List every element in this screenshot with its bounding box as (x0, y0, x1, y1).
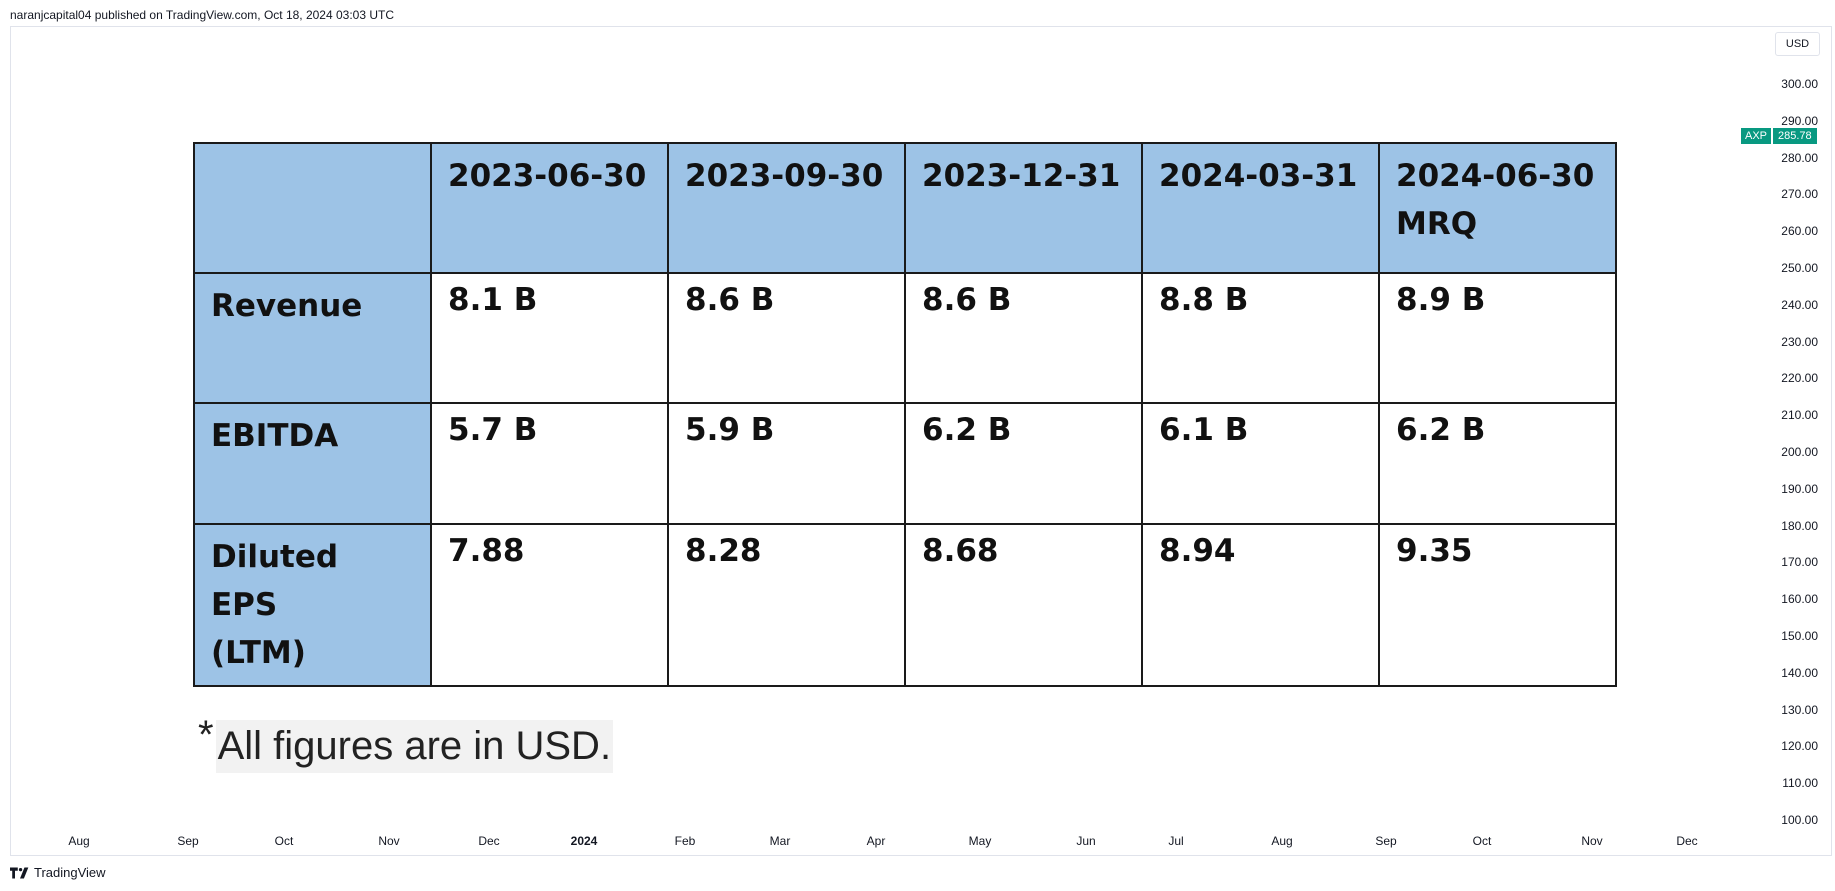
price-tick-label: 240.00 (1781, 297, 1818, 312)
time-tick-label: Aug (1271, 834, 1293, 848)
table-cell: 5.9 B (667, 402, 906, 525)
price-tick-label: 120.00 (1781, 739, 1818, 754)
footnote-star: * (198, 713, 214, 757)
row-label-text: Revenue (211, 288, 363, 324)
time-tick-label: Apr (866, 834, 886, 848)
price-tick-label: 200.00 (1781, 445, 1818, 459)
table-row: Diluted EPS (LTM) 7.88 8.28 8.68 8.94 9.… (193, 523, 1617, 687)
table-cell: 8.6 B (904, 272, 1143, 404)
time-tick-label: Nov (1581, 834, 1603, 848)
header-mrq: MRQ (1396, 206, 1478, 242)
table-cell: 9.35 (1378, 523, 1617, 687)
price-tick-label: 170.00 (1781, 555, 1818, 570)
price-tick-label: 180.00 (1781, 518, 1818, 533)
row-label-revenue: Revenue (193, 272, 432, 404)
price-tick-label: 150.00 (1781, 629, 1818, 643)
price-tick-label: 130.00 (1781, 702, 1818, 717)
last-price-label: AXP 285.78 (1741, 128, 1817, 144)
time-tick-label: Feb (674, 834, 696, 848)
table-cell: 8.6 B (667, 272, 906, 404)
price-tick-label: 220.00 (1781, 371, 1818, 386)
time-tick-label: Mar (769, 834, 791, 848)
footnote: * All figures are in USD. (198, 713, 614, 773)
tradingview-logo-icon (10, 866, 29, 879)
table-row: Revenue 8.1 B 8.6 B 8.6 B 8.8 B 8.9 B (193, 272, 1617, 404)
time-tick-label: Dec (478, 834, 500, 848)
header-date: 2024-03-31 (1159, 158, 1358, 194)
price-tick-label: 260.00 (1781, 224, 1818, 239)
table-cell: 6.2 B (1378, 402, 1617, 525)
table-cell: 8.8 B (1141, 272, 1380, 404)
financials-table: 2023-06-30 2023-09-30 2023-12-31 2024-03… (193, 142, 1617, 687)
table-cell: 8.1 B (430, 272, 669, 404)
table-header-cell: 2024-06-30 MRQ (1378, 142, 1617, 274)
table-cell: 6.2 B (904, 402, 1143, 525)
table-row: EBITDA 5.7 B 5.9 B 6.2 B 6.1 B 6.2 B (193, 402, 1617, 525)
header-date: 2023-12-31 (922, 158, 1121, 194)
time-tick-label: Sep (177, 834, 199, 848)
price-tick-label: 300.00 (1781, 77, 1818, 91)
table-header-cell: 2023-09-30 (667, 142, 906, 274)
price-tick-label: 230.00 (1781, 334, 1818, 349)
header-date: 2023-06-30 (448, 158, 647, 194)
time-tick-label: Jun (1076, 834, 1096, 848)
brand-name: TradingView (34, 865, 106, 880)
table-cell: 8.68 (904, 523, 1143, 687)
price-tick-label: 270.00 (1781, 187, 1818, 202)
price-tick-label: 160.00 (1781, 592, 1818, 607)
row-label-text: EBITDA (211, 418, 339, 454)
price-tick-label: 100.00 (1781, 813, 1818, 827)
price-tick-label: 190.00 (1781, 481, 1818, 496)
table-cell: 6.1 B (1141, 402, 1380, 525)
symbol-badge: AXP (1741, 128, 1772, 144)
publish-info: naranjcapital04 published on TradingView… (10, 8, 395, 22)
row-label-text: Diluted EPS (211, 539, 339, 623)
table-header-cell: 2023-12-31 (904, 142, 1143, 274)
time-tick-label: Oct (1472, 834, 1492, 848)
time-tick-label: Jul (1168, 834, 1184, 848)
price-tick-label: 210.00 (1781, 408, 1818, 423)
price-tick-label: 280.00 (1781, 150, 1818, 165)
last-price-value: 285.78 (1773, 128, 1817, 144)
price-tick-label: 290.00 (1781, 113, 1818, 128)
header-date: 2024-06-30 (1396, 158, 1595, 194)
row-label-text: (LTM) (211, 635, 306, 671)
row-label-ebitda: EBITDA (193, 402, 432, 525)
table-cell: 8.94 (1141, 523, 1380, 687)
currency-button[interactable]: USD (1775, 32, 1820, 56)
price-tick-label: 250.00 (1781, 261, 1818, 275)
time-tick-label: Aug (68, 834, 90, 848)
table-cell: 8.28 (667, 523, 906, 687)
time-tick-label: May (968, 834, 992, 848)
table-header-row: 2023-06-30 2023-09-30 2023-12-31 2024-03… (193, 142, 1617, 274)
table-header-cell: 2023-06-30 (430, 142, 669, 274)
time-tick-label: 2024 (570, 834, 598, 848)
time-tick-label: Sep (1375, 834, 1397, 848)
table-cell: 7.88 (430, 523, 669, 687)
table-cell: 5.7 B (430, 402, 669, 525)
chart-pane[interactable] (10, 26, 1832, 856)
time-tick-label: Nov (378, 834, 400, 848)
header-date: 2023-09-30 (685, 158, 884, 194)
table-header-cell (193, 142, 432, 274)
time-tick-label: Dec (1676, 834, 1698, 848)
price-tick-label: 140.00 (1781, 665, 1818, 680)
price-tick-label: 110.00 (1782, 776, 1818, 791)
footnote-text: All figures are in USD. (215, 720, 614, 773)
row-label-diluted-eps: Diluted EPS (LTM) (193, 523, 432, 687)
time-tick-label: Oct (274, 834, 294, 848)
table-header-cell: 2024-03-31 (1141, 142, 1380, 274)
table-cell: 8.9 B (1378, 272, 1617, 404)
tradingview-brand[interactable]: TradingView (10, 865, 106, 880)
